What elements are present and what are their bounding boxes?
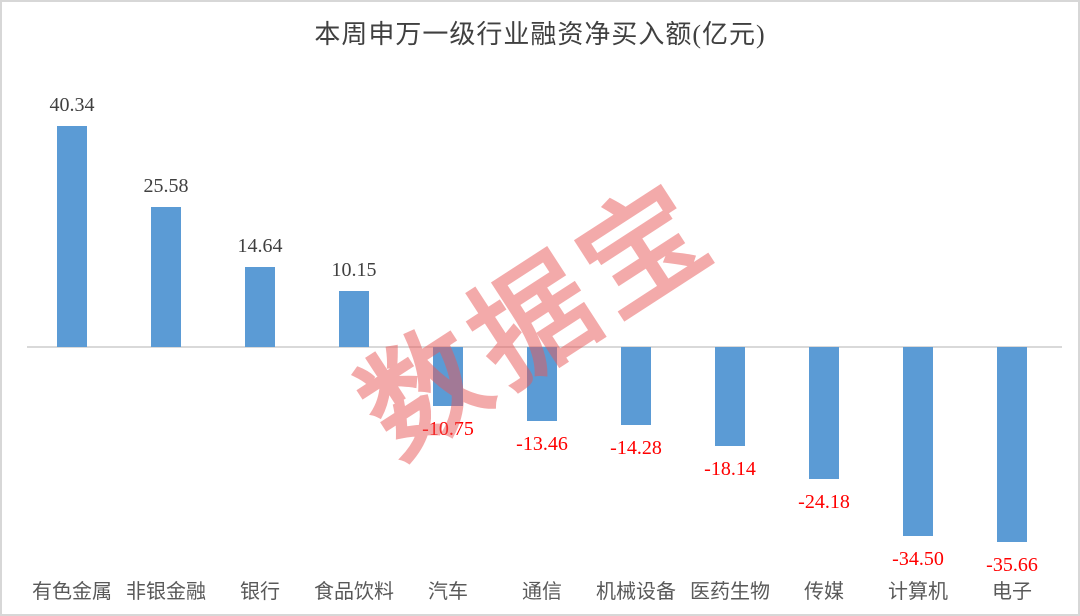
value-label: -14.28: [610, 437, 662, 459]
value-label: -13.46: [516, 433, 568, 455]
bar: [527, 347, 557, 421]
bar: [245, 267, 275, 347]
category-label: 传媒: [804, 581, 844, 603]
value-label: 25.58: [143, 175, 189, 197]
category-label: 银行: [240, 581, 280, 603]
bar: [997, 347, 1027, 542]
value-label: 14.64: [237, 235, 283, 257]
value-label: -34.50: [892, 548, 944, 570]
category-label: 非银金融: [126, 581, 206, 603]
bar: [903, 347, 933, 536]
bar: [809, 347, 839, 479]
bar: [433, 347, 463, 406]
value-label: -35.66: [986, 554, 1038, 576]
value-label: 40.34: [49, 94, 95, 116]
category-label: 电子: [992, 581, 1032, 603]
bar: [715, 347, 745, 446]
value-label: 10.15: [331, 259, 377, 281]
value-label: -18.14: [704, 458, 756, 480]
category-label: 医药生物: [690, 581, 770, 603]
value-label: -24.18: [798, 491, 850, 513]
chart-title: 本周申万一级行业融资净买入额(亿元): [314, 20, 766, 49]
category-label: 有色金属: [32, 581, 112, 603]
bar: [57, 126, 87, 347]
category-label: 汽车: [428, 581, 468, 603]
category-label: 计算机: [888, 581, 948, 603]
category-label: 通信: [522, 581, 562, 603]
value-label: -10.75: [422, 418, 474, 440]
category-label: 食品饮料: [314, 581, 394, 603]
bar: [621, 347, 651, 425]
bar: [151, 207, 181, 347]
category-label: 机械设备: [596, 581, 676, 603]
bar: [339, 291, 369, 347]
